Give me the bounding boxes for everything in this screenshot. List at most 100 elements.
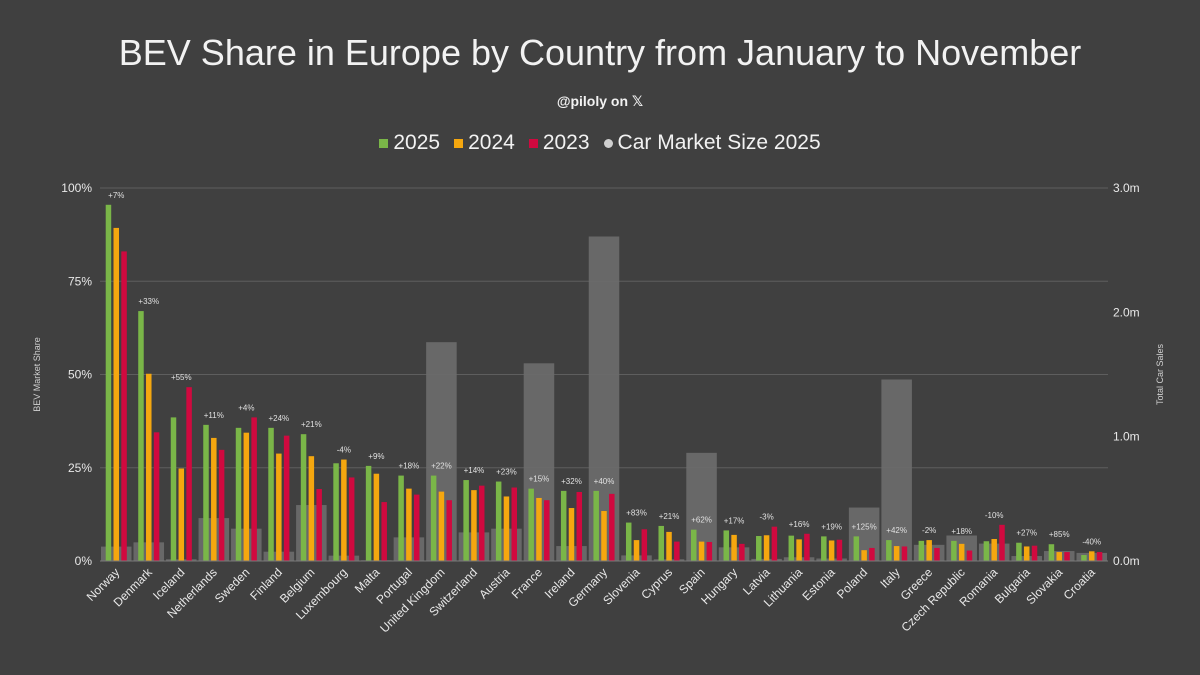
change-label: +21% (659, 512, 680, 521)
bar-2024-romania (991, 538, 997, 561)
bar-2024-estonia (828, 540, 835, 561)
bar-2025-lithuania (788, 535, 795, 561)
bar-2025-finland (268, 427, 274, 561)
bar-2025-malta (365, 465, 372, 561)
bar-2025-netherlands (203, 424, 209, 561)
bar-2023-netherlands (218, 449, 225, 561)
bar-2023-austria (511, 487, 518, 561)
bar-2024-hungary (731, 534, 737, 561)
bar-2023-spain (706, 541, 713, 561)
change-label: +4% (238, 403, 254, 412)
bar-2023-greece (934, 547, 940, 561)
bar-2024-slovenia (633, 540, 640, 561)
bar-2024-united-kingdom (438, 491, 445, 561)
bar-2024-ireland (568, 508, 575, 561)
y2-tick-label: 3.0m (1113, 181, 1140, 195)
x-tick-label: Slovakia (1023, 565, 1065, 607)
change-label: -3% (759, 513, 773, 522)
chart-legend: 2025 2024 2023 Car Market Size 2025 (0, 131, 1200, 155)
change-label: +22% (431, 462, 452, 471)
x-tick-label: France (509, 565, 546, 602)
change-label: +11% (204, 411, 224, 420)
legend-swatch (379, 138, 389, 148)
change-label: +85% (1049, 530, 1070, 539)
change-label: +27% (1016, 529, 1037, 538)
bar-2024-austria (503, 496, 510, 561)
bar-2024-italy (893, 546, 900, 561)
bar-2025-czech-republic (951, 540, 957, 561)
bar-2023-iceland (186, 387, 192, 561)
bar-2024-denmark (146, 373, 152, 561)
bar-2024-france (536, 497, 542, 561)
chart-title: BEV Share in Europe by Country from Janu… (118, 32, 1082, 73)
bar-2025-portugal (398, 475, 404, 561)
bar-2025-switzerland (463, 480, 469, 561)
change-label: -40% (1082, 537, 1101, 546)
bar-2023-croatia (1096, 552, 1103, 561)
bar-2023-czech-republic (966, 550, 973, 561)
change-label: +19% (821, 522, 842, 531)
bar-2025-iceland (170, 417, 177, 561)
bar-2024-switzerland (471, 490, 477, 561)
bar-2024-lithuania (796, 539, 802, 561)
bar-2023-denmark (153, 432, 160, 561)
bar-2024-greece (926, 540, 932, 561)
change-label: +125% (852, 522, 877, 531)
change-label: +42% (886, 526, 907, 535)
bar-2024-czech-republic (958, 543, 965, 561)
bar-2023-norway (121, 251, 127, 561)
y-tick-label: 100% (61, 181, 92, 195)
legend-item-2023: 2023 (528, 131, 590, 155)
change-label: +9% (368, 452, 384, 461)
bar-2024-latvia (763, 535, 770, 561)
change-label: +7% (108, 191, 124, 200)
bar-2024-belgium (308, 456, 315, 561)
bar-2023-ireland (576, 491, 583, 561)
y2-tick-label: 0.0m (1113, 554, 1140, 568)
y2-tick-label: 1.0m (1113, 430, 1140, 444)
bar-2023-latvia (771, 526, 778, 561)
market-size-bar (881, 379, 912, 561)
x-tick-label: Austria (476, 565, 513, 602)
bar-2025-slovakia (1048, 544, 1055, 561)
y2-tick-label: 2.0m (1113, 305, 1140, 319)
legend-swatch (454, 138, 464, 148)
y-tick-label: 0% (75, 554, 93, 568)
bar-2023-portugal (413, 494, 420, 561)
bar-2023-italy (901, 546, 908, 561)
legend-item-market-size: Car Market Size 2025 (603, 131, 821, 155)
bar-2023-sweden (251, 417, 257, 561)
bar-2024-germany (601, 511, 607, 561)
bar-2025-slovenia (625, 522, 632, 561)
change-label: +32% (561, 477, 582, 486)
bar-2023-lithuania (804, 533, 810, 561)
bar-2023-switzerland (478, 485, 485, 561)
bar-2025-croatia (1081, 555, 1087, 561)
x-tick-label: Estonia (800, 565, 838, 603)
bar-2024-croatia (1088, 551, 1095, 561)
change-label: +16% (789, 520, 810, 529)
change-label: -2% (922, 526, 936, 535)
bar-2023-hungary (739, 543, 745, 561)
legend-label: 2023 (542, 131, 590, 154)
bar-2025-ireland (560, 490, 567, 561)
bar-2025-austria (495, 481, 502, 561)
chart-subtitle: @piloly on 𝕏 (556, 93, 644, 109)
bar-2025-sweden (235, 427, 242, 561)
y-tick-label: 25% (68, 461, 92, 475)
bar-2023-belgium (316, 489, 322, 561)
legend-swatch (528, 138, 538, 148)
bar-2025-denmark (138, 311, 144, 561)
legend-item-2025: 2025 (379, 131, 440, 155)
bar-2023-poland (869, 547, 875, 561)
legend-label: 2025 (393, 131, 441, 154)
bar-2023-united-kingdom (446, 500, 452, 561)
bar-2024-sweden (243, 432, 250, 561)
change-label: +14% (464, 466, 485, 475)
bar-2024-cyprus (666, 531, 672, 561)
legend-label: 2024 (468, 131, 515, 154)
bar-2025-hungary (723, 530, 730, 561)
change-label: -4% (337, 446, 351, 455)
bar-2023-slovakia (1064, 552, 1070, 561)
